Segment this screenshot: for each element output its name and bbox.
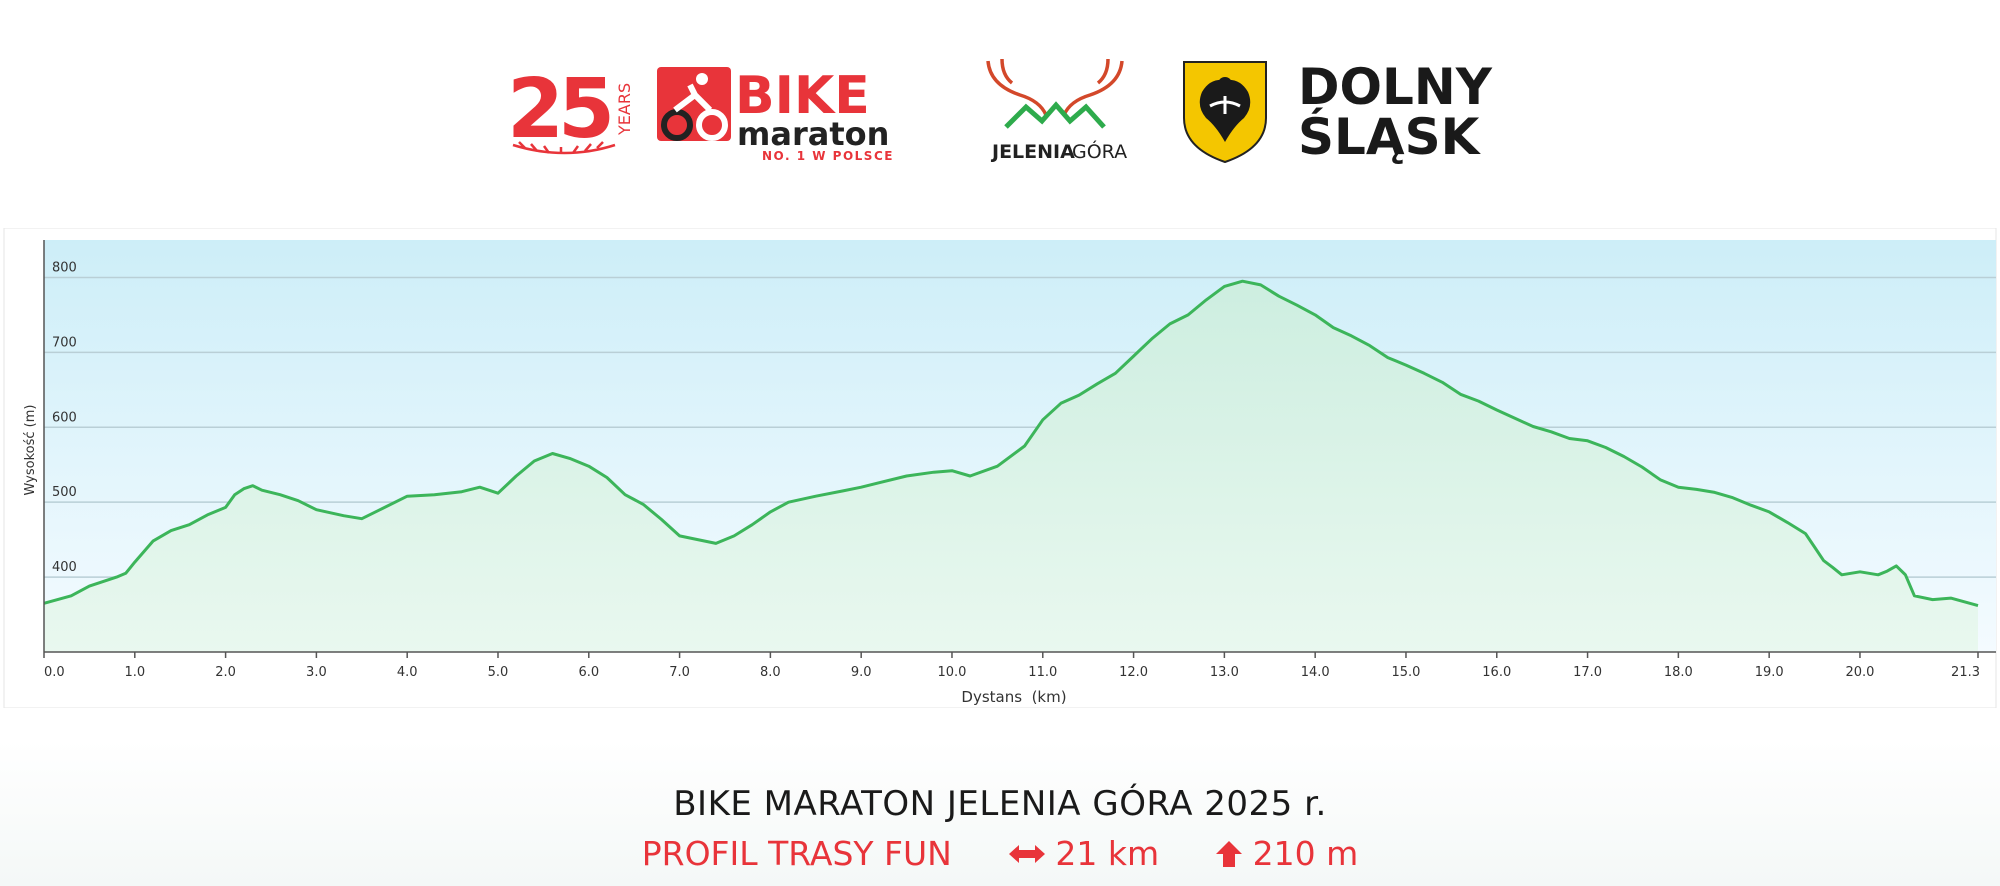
x-tick-label: 7.0 bbox=[669, 665, 690, 680]
x-tick-label: 11.0 bbox=[1028, 665, 1057, 680]
x-tick-label: 8.0 bbox=[760, 665, 781, 680]
x-tick-label: 15.0 bbox=[1391, 665, 1420, 680]
x-tick-label: 6.0 bbox=[578, 665, 599, 680]
route-info: PROFIL TRASY FUN 21 km 210 m bbox=[0, 832, 2000, 873]
x-tick-label: 0.0 bbox=[44, 665, 65, 680]
mountains-icon bbox=[1004, 101, 1106, 129]
event-title: BIKE MARATON JELENIA GÓRA 2025 r. bbox=[673, 784, 1327, 824]
footer: BIKE MARATON JELENIA GÓRA 2025 r. PROFIL… bbox=[0, 740, 2000, 886]
distance-arrows-icon bbox=[1008, 844, 1045, 863]
bike-maraton-logo: 25 YEARS BIKE maraton NO. 1 W POLSCE bbox=[507, 62, 894, 163]
distance-value: 21 km bbox=[1055, 834, 1160, 873]
x-tick-label: 18.0 bbox=[1664, 665, 1693, 680]
x-tick-label: 1.0 bbox=[124, 665, 145, 680]
city-name-a: JELENIA bbox=[990, 141, 1075, 163]
x-tick-label: 21.3 bbox=[1951, 665, 1980, 680]
jelenia-gora-logo: JELENIA GÓRA bbox=[986, 58, 1127, 163]
region-line1: DOLNY bbox=[1298, 58, 1493, 116]
region-line2: ŚLĄSK bbox=[1298, 107, 1482, 166]
x-tick-label: 14.0 bbox=[1301, 665, 1330, 680]
x-tick-label: 2.0 bbox=[215, 665, 236, 680]
cyclist-icon bbox=[657, 67, 731, 141]
x-axis-label: Dystans (km) bbox=[961, 688, 1066, 706]
years-number: 25 bbox=[507, 62, 610, 157]
maraton-word: maraton bbox=[737, 115, 889, 153]
city-name-b: GÓRA bbox=[1072, 139, 1127, 163]
x-tick-label: 5.0 bbox=[488, 665, 509, 680]
x-tick-label: 4.0 bbox=[397, 665, 418, 680]
years-word: YEARS bbox=[615, 83, 634, 136]
bike-slogan: NO. 1 W POLSCE bbox=[762, 149, 894, 163]
x-tick-label: 9.0 bbox=[851, 665, 872, 680]
y-axis-label: Wysokość (m) bbox=[23, 405, 38, 496]
x-tick-label: 10.0 bbox=[938, 665, 967, 680]
x-tick-label: 16.0 bbox=[1482, 665, 1511, 680]
elevation-profile-chart: 400 500 600 700 800 0.0 1.0 2.0 3.0 4.0 5.0 6.0 7.0… bbox=[3, 228, 1997, 708]
elevation-line bbox=[43, 279, 1979, 608]
x-tick-label: 13.0 bbox=[1210, 665, 1239, 680]
ascent-arrow-icon bbox=[1216, 840, 1243, 867]
dolny-slask-logo: DOLNY ŚLĄSK bbox=[1183, 58, 1493, 166]
profile-label: PROFIL TRASY FUN bbox=[641, 834, 952, 873]
y-tick-label: 800 bbox=[52, 260, 77, 275]
x-tick-label: 17.0 bbox=[1573, 665, 1602, 680]
laurel-icon bbox=[512, 141, 616, 155]
x-tick-label: 12.0 bbox=[1119, 665, 1148, 680]
bike-word: BIKE bbox=[735, 66, 870, 126]
y-tick-label: 500 bbox=[52, 485, 77, 500]
x-tick-label: 20.0 bbox=[1845, 665, 1874, 680]
y-tick-label: 700 bbox=[52, 335, 77, 350]
x-tick-label: 19.0 bbox=[1755, 665, 1784, 680]
x-axis-ticks: 0.0 1.0 2.0 3.0 4.0 5.0 6.0 7.0 8.0 9.0 10.0 11.0 12… bbox=[43, 652, 1980, 680]
y-axis-tick-labels: 400 500 600 700 800 bbox=[52, 260, 77, 575]
logo-bar: 25 YEARS BIKE maraton NO. 1 W POLSCE JEL… bbox=[0, 0, 2000, 220]
y-tick-label: 600 bbox=[52, 410, 77, 425]
ascent-value: 210 m bbox=[1252, 834, 1359, 873]
x-tick-label: 3.0 bbox=[306, 665, 327, 680]
elevation-area bbox=[44, 281, 1978, 652]
y-tick-label: 400 bbox=[52, 560, 77, 575]
antlers-icon bbox=[986, 58, 1124, 116]
